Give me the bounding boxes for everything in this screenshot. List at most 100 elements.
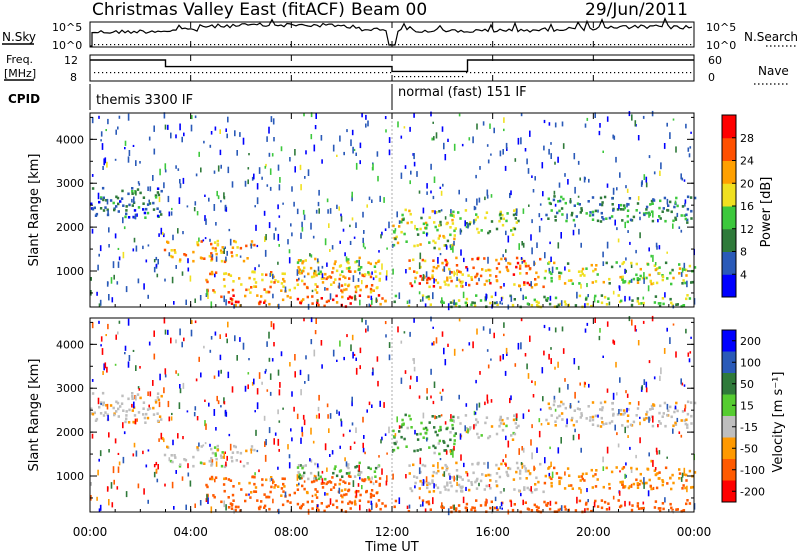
power-cell [300,184,302,191]
velocity-cell [523,486,526,489]
nave-dot [222,72,224,74]
power-cell [214,271,218,274]
power-cell [207,292,209,299]
power-cell [623,206,626,210]
power-cell [690,281,693,284]
search-noise-dot [134,44,136,46]
velocity-cell [476,462,479,465]
velocity-cell [375,502,378,508]
velocity-cell [642,320,645,324]
velocity-cell [459,475,462,479]
nave-dot [278,72,280,74]
power-cell [347,297,350,300]
power-cell [588,214,592,217]
power-cell [539,257,542,261]
velocity-cell [610,420,614,423]
power-cell [639,211,641,214]
nave-dot [266,72,268,74]
search-noise-dot [486,44,488,46]
power-cell [426,191,428,195]
power-cell [670,282,673,286]
power-cell [371,271,373,275]
nave-dot [118,72,120,74]
search-noise-dot [434,44,436,46]
velocity-cell [263,504,267,508]
velocity-cell [280,487,284,490]
velocity-cell [321,478,324,484]
power-cell [317,266,320,272]
velocity-cell [560,505,563,511]
power-cell [315,113,317,119]
velocity-cell [476,477,479,481]
velocity-cell [690,414,693,418]
power-cell [244,294,247,298]
search-noise-dot [154,44,156,46]
velocity-cell [232,499,235,502]
power-cell [219,129,221,134]
velocity-cell [530,491,534,494]
power-cell [635,262,638,266]
nave-dot [326,72,328,74]
velocity-cell [394,433,397,437]
nave-dot [658,72,660,74]
velocity-cell [493,506,497,510]
velocity-cell [373,470,377,473]
power-cell [660,162,662,170]
velocity-cell [648,452,650,457]
velocity-cell [316,504,319,508]
power-cell [460,249,462,256]
power-cell [549,241,551,245]
power-cell [226,250,228,256]
velocity-cell [369,480,373,484]
velocity-cell [490,358,492,361]
velocity-cell [182,382,185,389]
velocity-cell [273,486,276,489]
power-cell [560,195,563,199]
velocity-cell [581,477,584,481]
power-cell [204,237,207,240]
velocity-cell [350,344,352,352]
velocity-cell [674,423,678,426]
power-cell [636,297,640,300]
velocity-cell [617,443,620,448]
power-cell [483,257,486,260]
velocity-cell [312,440,315,444]
power-cell [302,260,305,263]
velocity-cell [112,406,115,410]
velocity-cell [431,342,433,346]
velocity-cell [524,353,527,357]
velocity-cell [426,388,428,394]
velocity-cell [113,413,116,417]
velocity-cell [254,472,256,476]
power-cell [422,207,425,214]
velocity-cell [534,483,537,486]
x-tick-label: 00:00 [73,525,108,539]
velocity-cell [170,337,172,344]
velocity-cell [657,507,661,510]
velocity-cell [558,482,561,486]
velocity-cell [253,490,256,493]
power-cell [448,267,451,271]
power-cell [222,278,226,281]
search-noise-dot [522,44,524,46]
power-cell [576,291,578,299]
power-cell [138,183,141,186]
velocity-cell [495,463,498,467]
velocity-cell [274,432,277,436]
velocity-cell [204,442,207,445]
velocity-cell [621,480,624,484]
power-cell [581,272,584,276]
power-cell [495,267,499,270]
velocity-cell [133,414,137,417]
power-cell [460,284,463,288]
power-cell [614,219,616,226]
velocity-cell [405,445,408,448]
nave-dot [362,72,364,74]
velocity-cell [424,508,427,512]
power-cell [541,162,544,169]
power-cell [591,281,594,284]
power-cell [107,118,109,125]
velocity-cell [645,416,648,420]
power-cell [264,249,267,257]
power-cbar-label: Power [dB] [759,177,774,248]
